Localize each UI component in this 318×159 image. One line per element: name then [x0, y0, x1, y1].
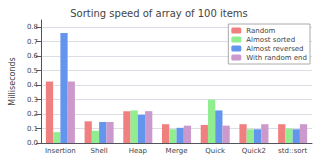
svg-text:Insertion: Insertion	[45, 147, 76, 155]
svg-text:std::sort: std::sort	[278, 147, 307, 155]
svg-text:Milliseconds: Milliseconds	[8, 57, 17, 106]
svg-text:0.6: 0.6	[27, 52, 39, 60]
svg-text:Almost sorted: Almost sorted	[246, 36, 295, 44]
svg-text:Shell: Shell	[91, 147, 108, 155]
svg-text:0.7: 0.7	[27, 38, 38, 46]
svg-text:Heap: Heap	[129, 147, 148, 155]
svg-text:Almost reversed: Almost reversed	[246, 45, 303, 53]
svg-text:0.4: 0.4	[27, 81, 39, 89]
svg-text:Quick: Quick	[205, 147, 226, 155]
svg-text:0.5: 0.5	[27, 67, 38, 75]
svg-text:Random: Random	[246, 27, 275, 35]
svg-text:With random end: With random end	[246, 54, 307, 62]
svg-text:Sorting speed of array of 100: Sorting speed of array of 100 items	[70, 8, 248, 19]
svg-text:Quick2: Quick2	[242, 147, 266, 155]
svg-text:0.1: 0.1	[27, 125, 38, 133]
svg-text:0.8: 0.8	[27, 23, 38, 31]
svg-text:0.0: 0.0	[27, 139, 38, 147]
svg-text:0.2: 0.2	[27, 110, 38, 118]
svg-text:Merge: Merge	[166, 147, 188, 155]
svg-text:0.3: 0.3	[27, 96, 38, 104]
